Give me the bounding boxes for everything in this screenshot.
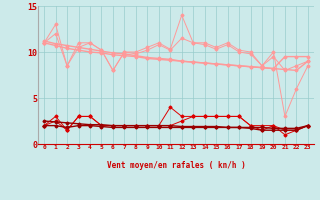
X-axis label: Vent moyen/en rafales ( kn/h ): Vent moyen/en rafales ( kn/h ): [107, 161, 245, 170]
